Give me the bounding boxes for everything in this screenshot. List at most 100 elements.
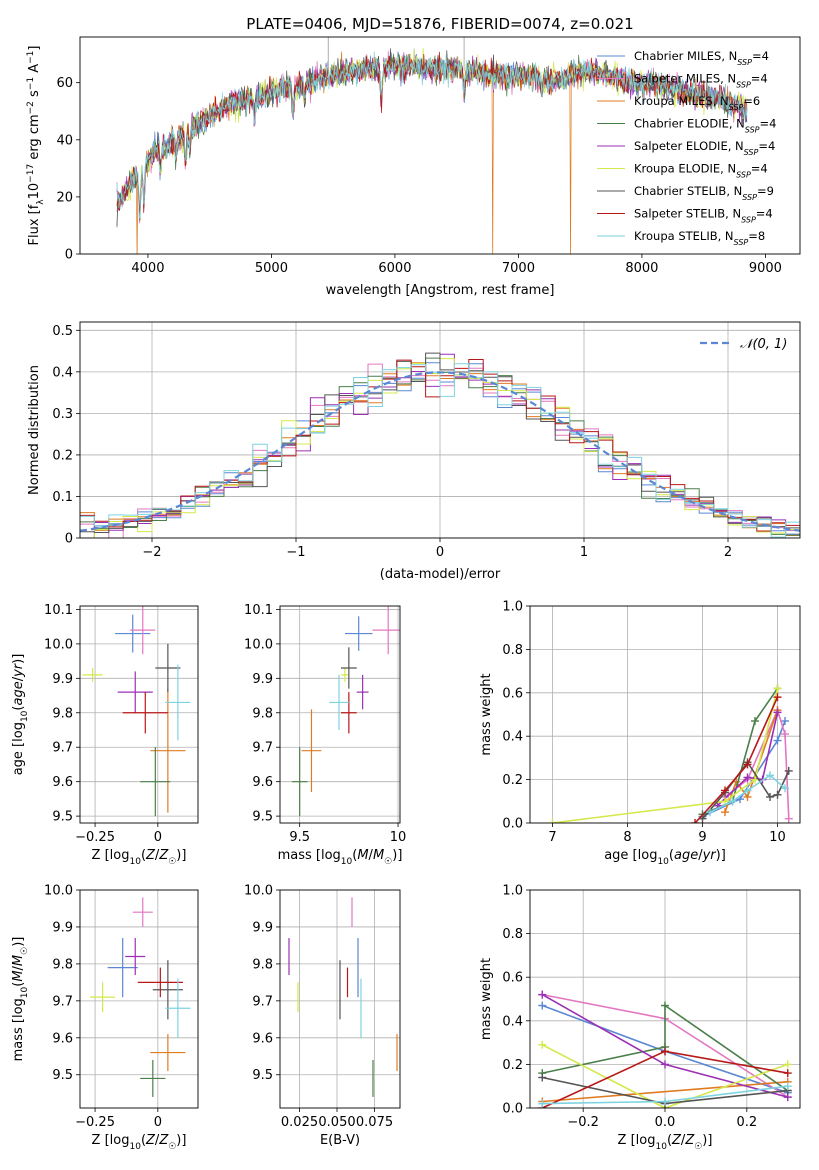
legend-name: Chabrier ELODIE, N [634,117,745,131]
label-part: ] [11,654,26,659]
label-part: mass [log [11,998,26,1061]
axes-frame [529,889,801,1109]
label-part: −1 [26,77,36,90]
weight-marker [661,1047,669,1056]
label-part: 10 [20,710,30,722]
weight-marker [661,1001,669,1010]
legend-sub: SSP [745,125,760,134]
label-part: ☉ [694,1142,702,1152]
label-part: −1 [26,51,36,64]
x-tick-label: −0.25 [75,1115,115,1130]
plot-area [80,890,198,1108]
label-part: / [681,1133,686,1148]
plot-area [116,37,748,254]
x-axis-label: Z [log10(Z/Z☉)] [618,1133,713,1152]
errorbar-point [291,747,308,817]
y-tick-label: 0.1 [52,490,73,505]
label-part: yr [702,848,718,863]
legend-sub: SSP [742,193,757,202]
errorbar-point [130,606,156,655]
label-part: Z [684,1133,695,1148]
weight-marker [751,717,759,726]
label-part: M [373,848,384,863]
label-part: Z [145,1133,156,1148]
axes-frame [79,605,199,824]
legend-name: Salpeter STELIB, N [634,207,741,221]
y-tick-label: 9.6 [52,775,73,790]
x-tick-label: 0.050 [318,1115,355,1130]
y-tick-label: 9.8 [52,706,73,721]
plot-area [530,606,800,823]
x-tick-label: −2 [142,545,161,560]
legend-name: Kroupa MILES, N [634,94,729,108]
spectrum-series-kroupa-stelib [116,51,748,219]
plot-mass-vs-EBV: 0.025 0.050 0.075 9.5 9.6 9.7 9.8 9.9 10.0 E(B-V) [244,884,401,1148]
plot-area [80,606,198,823]
errorbar-point [329,674,349,730]
label-part: M [357,848,368,863]
weight-marker [661,1097,669,1106]
errorbar-point [107,938,138,998]
label-part: ) [176,848,181,863]
errorbar-point [340,647,357,689]
weight-marker [783,1060,792,1069]
errorbar-point [372,606,400,655]
label-part: ☉ [168,1142,176,1152]
legend-entry: Kroupa STELIB, NSSP=8 [634,229,765,247]
weight-marker [773,684,782,693]
label-part: ) [392,848,397,863]
label-part: age [log [11,722,26,775]
legend-sub: SSP [734,238,749,247]
weight-marker [721,808,729,817]
x-axis-label: age [log10(age/yr)] [604,848,726,867]
legend-entry: Chabrier STELIB, NSSP=9 [634,184,774,202]
label-part: ] [181,1133,186,1148]
label-part: ] [707,1133,712,1148]
weight-marker [783,1069,792,1078]
legend-sub: SSP [737,58,752,67]
label-part: A [27,64,42,77]
label-part: Z [158,848,169,863]
legend-name: Chabrier STELIB, N [634,184,742,198]
x-axis-label: mass [log10(M/M☉)] [278,848,403,867]
weight-marker [743,773,752,782]
weight-marker [721,786,729,795]
y-axis-label: mass weight [479,958,494,1040]
label-part: ] [721,848,726,863]
weight-line-chabrier-stelib [701,760,790,820]
label-part: 10 [129,857,141,867]
legend-name: Chabrier MILES, N [634,49,737,63]
weight-marker [538,990,547,999]
legend-name: Salpeter ELODIE, N [634,139,744,153]
y-tick-label: 0.6 [502,686,523,701]
y-tick-label: 0.8 [502,643,523,658]
label-part: Z [log [618,1133,656,1148]
label-part: M [11,970,26,981]
x-tick-label: 8 [623,830,631,845]
weight-marker [743,786,752,795]
label-part: / [369,848,374,863]
label-part: ) [176,1133,181,1148]
y-tick-label: 0.2 [502,773,523,788]
label-part: ] [27,46,42,51]
label-part: ☉ [168,857,176,867]
errorbar-point [125,938,146,975]
axes-frame [279,605,401,824]
plot-spectrum: 4000 5000 6000 7000 8000 9000 0 20 40 60 Chabrier … [26,36,801,298]
y-tick-label: 9.7 [252,994,273,1009]
y-tick-label: 9.8 [252,957,273,972]
legend-entry: Salpeter STELIB, NSSP=4 [634,207,773,225]
legend-entry: Chabrier ELODIE, NSSP=4 [634,117,776,135]
errorbar-point [340,692,357,734]
y-tick-label: 10.0 [244,884,273,899]
label-part: λ [36,199,46,205]
label-part: ( [11,706,26,711]
plot-area [530,890,800,1108]
legend-n: =8 [748,229,765,243]
errorbar-point [356,674,369,710]
axes-frame [279,889,401,1109]
label-part: ] [181,848,186,863]
